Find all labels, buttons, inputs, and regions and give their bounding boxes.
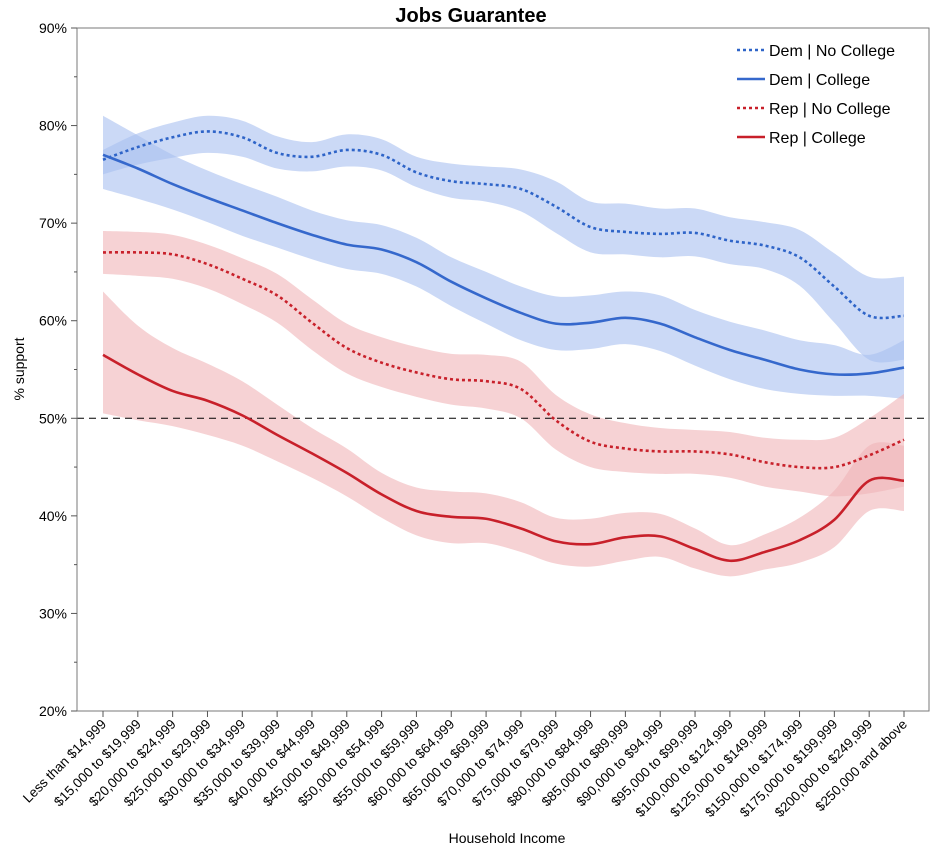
- y-tick-label-70: 70%: [39, 215, 67, 231]
- y-tick-label-90: 90%: [39, 20, 67, 36]
- line-rep-college: [102, 353, 905, 563]
- legend: Dem | No College Dem | College Rep | No Co…: [737, 43, 895, 147]
- line-rep-no-college: [102, 250, 905, 470]
- legend-label-dem-no-college: Dem | No College: [769, 43, 895, 60]
- band-dem-no-college: [103, 115, 904, 363]
- y-tick-label-80: 80%: [39, 118, 67, 134]
- y-tick-label-40: 40%: [39, 508, 67, 524]
- band-rep-college: [103, 291, 904, 577]
- y-tick-label-30: 30%: [39, 605, 67, 621]
- band-rep-no-college: [103, 230, 904, 497]
- band-dem-college: [103, 115, 904, 399]
- confidence-bands: [103, 115, 904, 577]
- legend-label-rep-college: Rep | College: [769, 130, 866, 147]
- line-dem-college: [102, 153, 905, 376]
- x-axis: Less than $14,999$15,000 to $19,999$20,0…: [20, 711, 910, 820]
- y-axis-label: % support: [11, 337, 27, 400]
- y-tick-label-50: 50%: [39, 410, 67, 426]
- y-tick-label-20: 20%: [39, 703, 67, 719]
- legend-label-dem-college: Dem | College: [769, 72, 870, 89]
- line-dem-no-college: [102, 130, 905, 320]
- x-axis-label: Household Income: [449, 830, 566, 846]
- y-tick-label-60: 60%: [39, 313, 67, 329]
- series-lines: [102, 130, 905, 563]
- y-axis: 20% 30% 40% 50% 60% 70% 80% 90%: [39, 20, 77, 719]
- legend-label-rep-no-college: Rep | No College: [769, 101, 891, 118]
- chart-title: Jobs Guarantee: [395, 5, 546, 27]
